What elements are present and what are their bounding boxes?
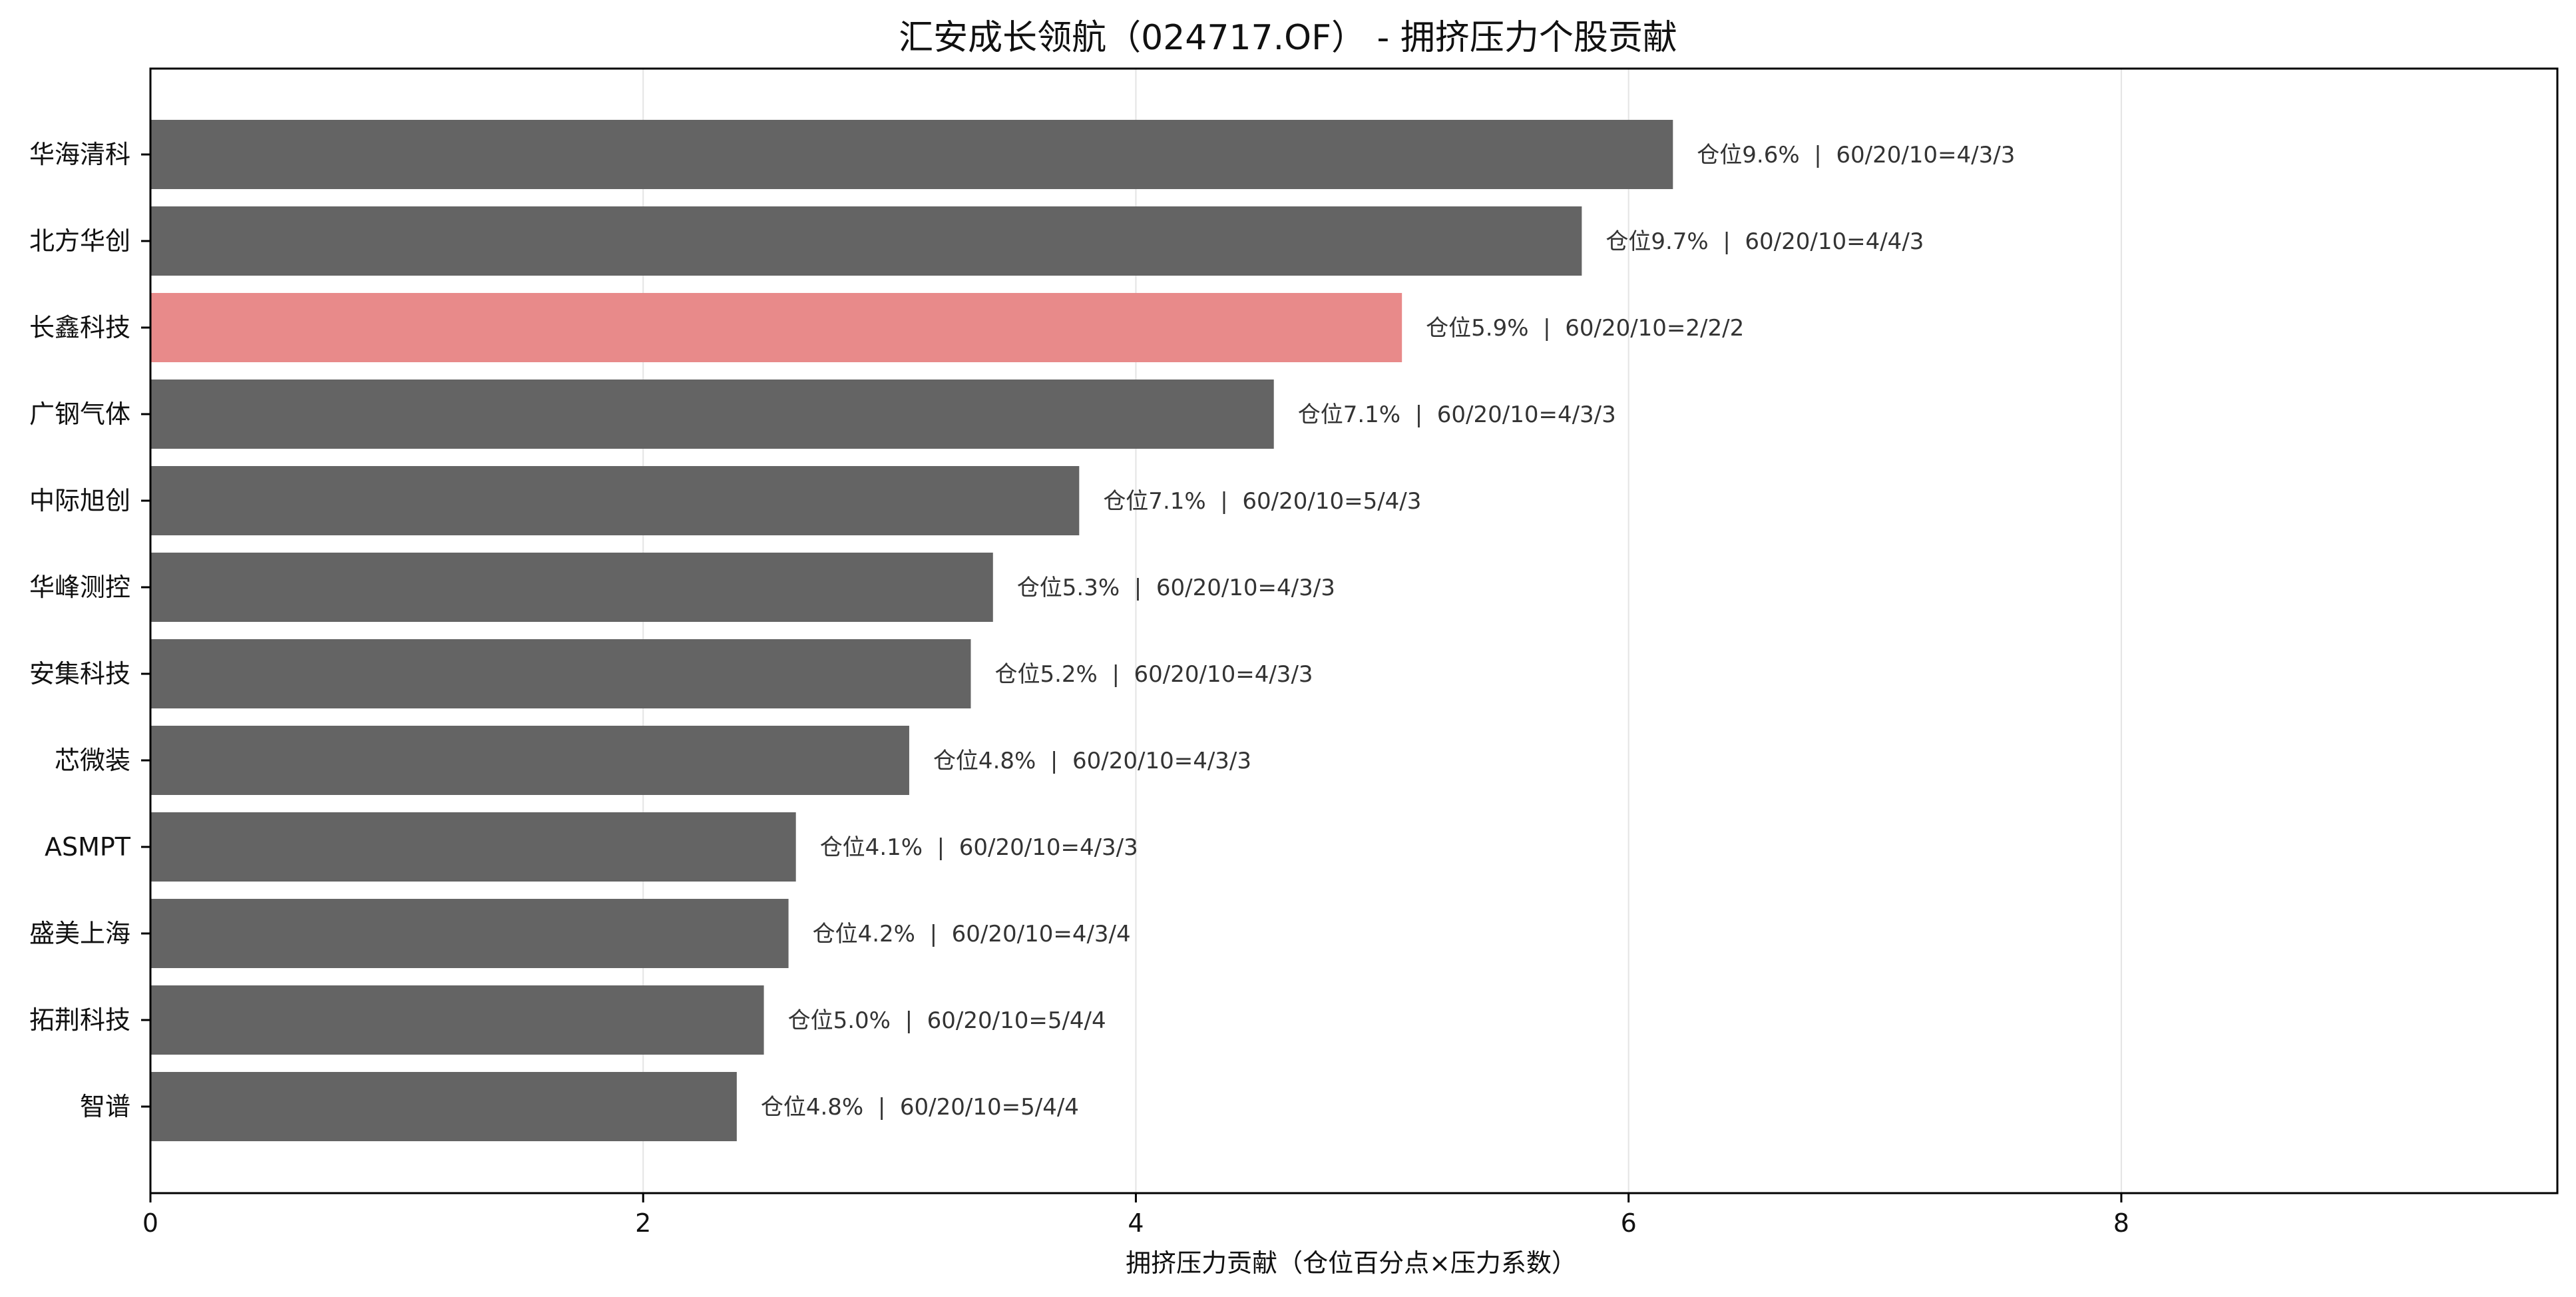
y-tick-label: 盛美上海 (29, 919, 130, 948)
y-tick-label: 长鑫科技 (29, 313, 130, 342)
chart-title: 汇安成长领航（024717.OF） - 拥挤压力个股贡献 (899, 18, 1677, 58)
bar-1 (150, 120, 1673, 189)
y-tick-label: 智谱 (80, 1092, 130, 1121)
x-axis-label: 拥挤压力贡献（仓位百分点×压力系数） (1126, 1248, 1577, 1278)
bar-3 (150, 293, 1402, 362)
y-tick-label: 华峰测控 (29, 573, 130, 602)
y-tick-label: 广钢气体 (29, 399, 130, 429)
bar-value-label: 仓位4.1% | 60/20/10=4/3/3 (820, 834, 1138, 861)
y-tick-label: ASMPT (45, 832, 131, 862)
bar-value-label: 仓位9.6% | 60/20/10=4/3/3 (1697, 142, 2015, 168)
bar-5 (150, 466, 1080, 535)
bar-value-label: 仓位4.8% | 60/20/10=5/4/4 (761, 1094, 1079, 1121)
x-tick-label: 2 (635, 1208, 651, 1238)
bar-4 (150, 380, 1274, 449)
y-tick-label: 芯微装 (55, 746, 130, 775)
bar-value-label: 仓位5.2% | 60/20/10=4/3/3 (994, 661, 1313, 688)
bar-10 (150, 899, 789, 968)
bar-7 (150, 639, 971, 708)
bar-9 (150, 812, 796, 882)
bars (150, 120, 1673, 1141)
y-tick-label: 安集科技 (29, 659, 130, 688)
x-tick-label: 6 (1621, 1208, 1637, 1238)
bar-11 (150, 985, 764, 1055)
y-tick-label: 中际旭创 (29, 486, 130, 515)
bar-value-label: 仓位5.0% | 60/20/10=5/4/4 (788, 1007, 1106, 1034)
bar-value-label: 仓位4.8% | 60/20/10=4/3/3 (933, 748, 1251, 774)
bar-6 (150, 553, 993, 622)
bar-12 (150, 1072, 737, 1141)
bar-value-label: 仓位5.9% | 60/20/10=2/2/2 (1426, 315, 1744, 342)
y-tick-label: 华海清科 (29, 140, 130, 169)
y-tick-label: 北方华创 (29, 226, 130, 256)
bar-value-label: 仓位4.2% | 60/20/10=4/3/4 (813, 921, 1131, 947)
bar-value-labels: 仓位9.6% | 60/20/10=4/3/3 仓位9.7% | 60/20/10… (761, 142, 2015, 1121)
bar-value-label: 仓位7.1% | 60/20/10=4/3/3 (1298, 401, 1616, 428)
x-tick-label: 4 (1128, 1208, 1144, 1238)
bar-value-label: 仓位7.1% | 60/20/10=5/4/3 (1103, 488, 1421, 515)
bar-2 (150, 206, 1582, 276)
y-tick-label: 拓荆科技 (29, 1005, 130, 1035)
plot-frame (149, 67, 2559, 1194)
bar-value-label: 仓位5.3% | 60/20/10=4/3/3 (1017, 575, 1335, 601)
bar-value-label: 仓位9.7% | 60/20/10=4/4/3 (1606, 228, 1924, 255)
x-tick-label: 8 (2113, 1208, 2129, 1238)
x-tick-label: 0 (142, 1208, 158, 1238)
bar-8 (150, 726, 909, 795)
